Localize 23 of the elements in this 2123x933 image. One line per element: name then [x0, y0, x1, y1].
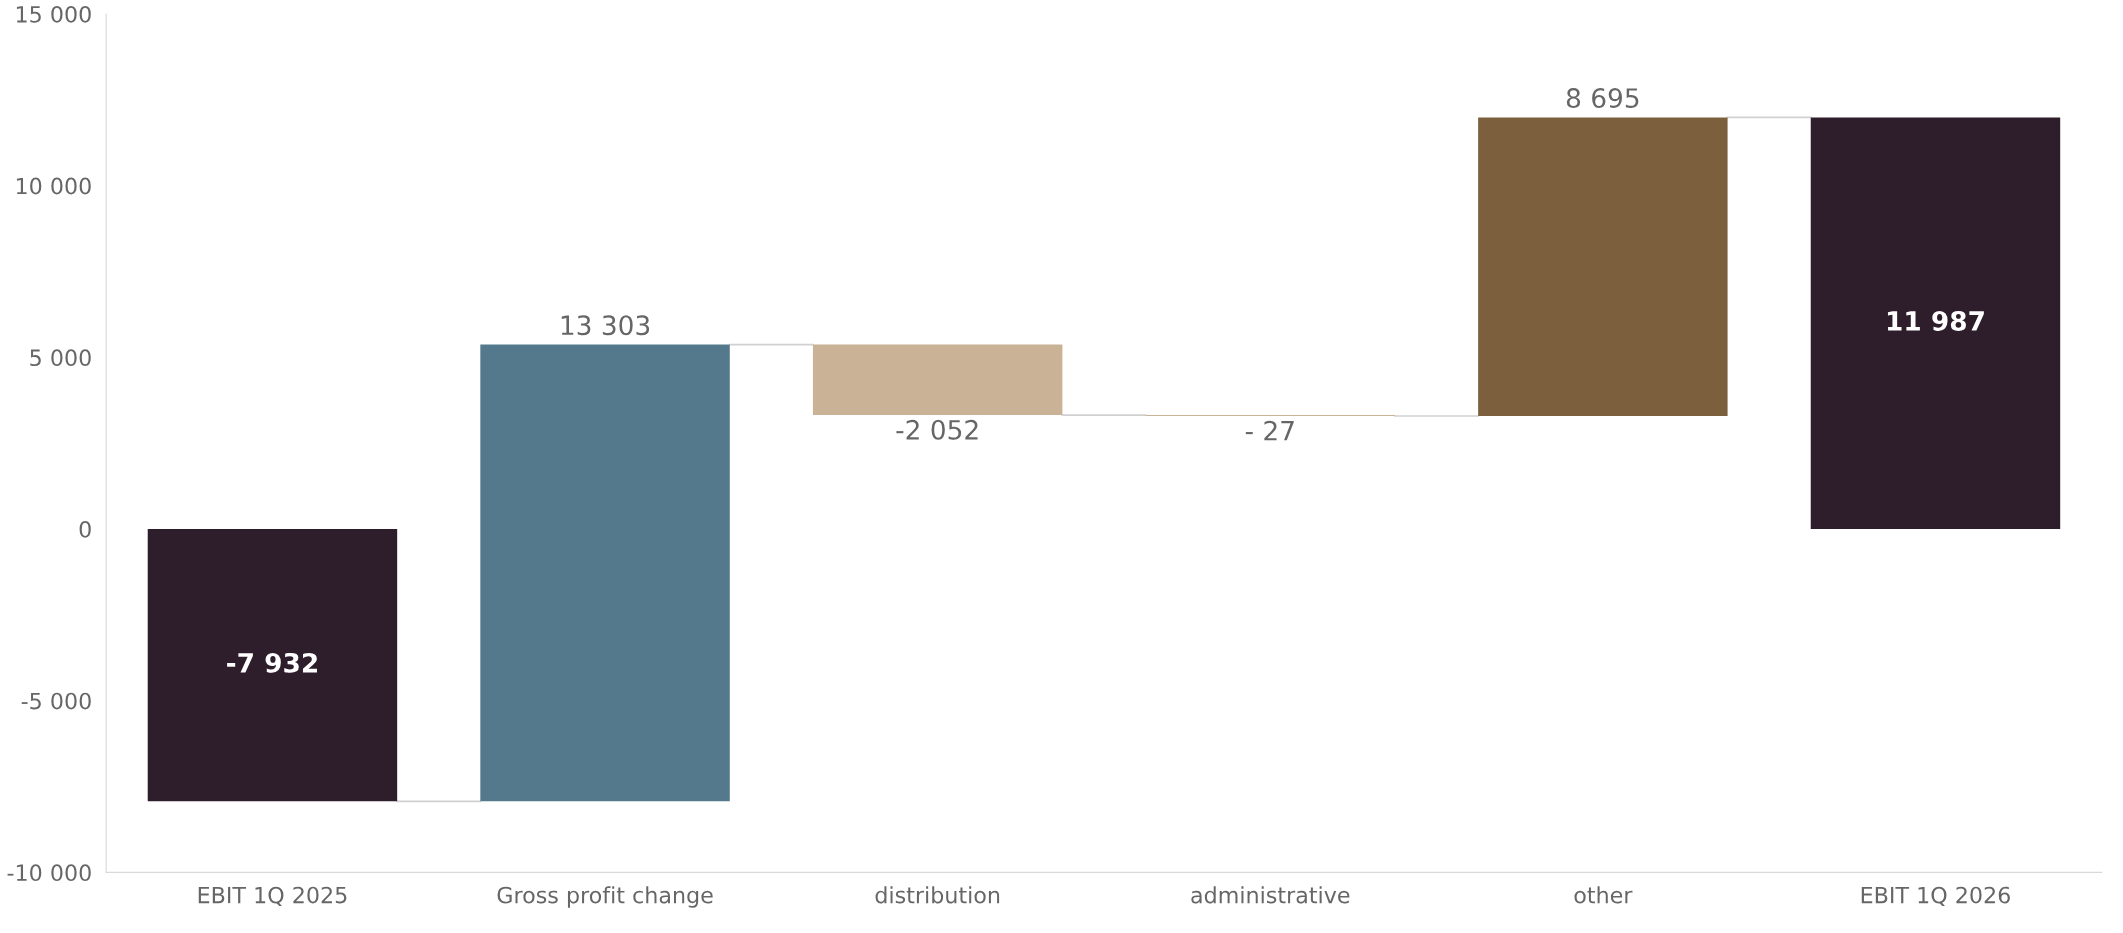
bar	[812, 344, 1063, 416]
data-label: 13 303	[561, 315, 650, 336]
bar	[1810, 117, 2061, 530]
x-tick-label: Gross profit change	[497, 886, 713, 908]
data-label: -7 932	[227, 652, 317, 673]
x-tick-label: administrative	[1191, 886, 1350, 904]
data-label: - 27	[1245, 420, 1294, 441]
x-tick-label: other	[1574, 886, 1633, 904]
x-tick-label: EBIT 1Q 2026	[1861, 886, 2010, 906]
y-tick-label: -10 000	[7, 864, 91, 882]
x-tick-label: distribution	[875, 886, 1000, 904]
bar	[1478, 117, 1728, 416]
data-label: 11 987	[1887, 310, 1984, 331]
x-tick-label: EBIT 1Q 2025	[198, 886, 347, 906]
y-tick-label: 15 000	[16, 5, 91, 23]
data-label: -2 052	[896, 419, 978, 440]
bar	[147, 529, 398, 802]
y-tick-label: 5 000	[30, 349, 91, 367]
data-label: 8 695	[1566, 88, 1639, 109]
y-tick-label: 0	[79, 520, 91, 538]
bar	[480, 344, 730, 802]
y-tick-label: 10 000	[16, 177, 91, 195]
y-tick-label: -5 000	[21, 692, 91, 710]
